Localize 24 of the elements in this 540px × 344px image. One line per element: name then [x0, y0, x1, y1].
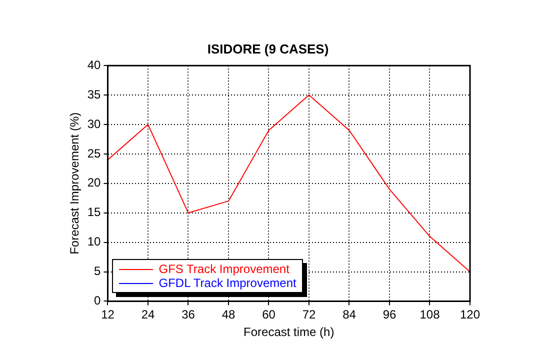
x-tick-label: 84 [342, 308, 356, 322]
y-tick-label: 10 [87, 234, 102, 249]
chart-title: ISIDORE (9 CASES) [207, 41, 329, 56]
x-tick-label: 12 [101, 308, 115, 322]
x-tick-label: 120 [460, 308, 480, 322]
x-tick-label: 36 [182, 308, 196, 322]
y-tick-label: 0 [94, 294, 102, 308]
x-tick-label: 72 [302, 308, 316, 322]
y-tick-label: 5 [94, 264, 102, 278]
y-tick-label: 20 [87, 176, 102, 190]
y-tick-label: 25 [87, 146, 102, 160]
x-tick-label: 48 [222, 308, 236, 322]
y-tick-label: 15 [87, 205, 102, 220]
legend-label: GFS Track Improvement [158, 262, 290, 276]
x-tick-label: 60 [262, 308, 276, 322]
y-tick-label: 40 [87, 58, 102, 72]
x-tick-label: 96 [382, 308, 396, 322]
x-tick-label: 108 [420, 308, 440, 322]
x-axis-title: Forecast time (h) [244, 325, 334, 340]
y-axis-title: Forecast Improvement (%) [68, 112, 82, 254]
y-tick-label: 35 [87, 87, 102, 102]
y-tick-label: 30 [87, 116, 102, 131]
x-tick-label: 24 [141, 308, 155, 322]
legend-label: GFDL Track Improvement [158, 276, 296, 290]
